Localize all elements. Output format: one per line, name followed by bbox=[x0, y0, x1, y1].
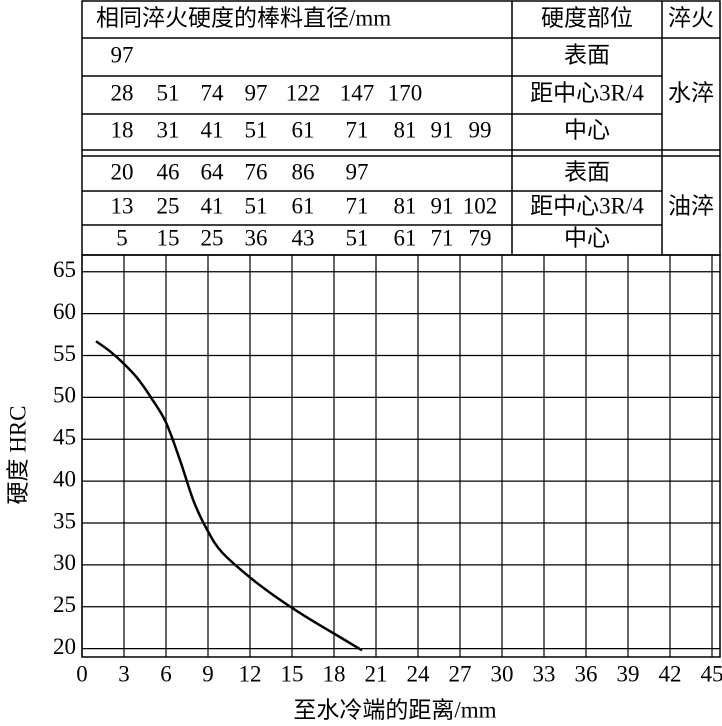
x-tick-label: 0 bbox=[76, 661, 88, 686]
x-tick-label: 27 bbox=[449, 661, 472, 686]
diameter: 36 bbox=[245, 225, 268, 250]
diameter: 170 bbox=[388, 80, 423, 105]
diameter: 25 bbox=[201, 225, 224, 250]
diameter: 43 bbox=[292, 225, 315, 250]
row-position: 距中心3R/4 bbox=[530, 193, 644, 218]
y-tick-label: 45 bbox=[53, 425, 76, 450]
x-tick-label: 33 bbox=[533, 661, 556, 686]
diameter: 51 bbox=[245, 193, 268, 218]
y-tick-label: 25 bbox=[53, 592, 76, 617]
diameter: 61 bbox=[292, 193, 315, 218]
diameter: 102 bbox=[463, 193, 498, 218]
row-position: 表面 bbox=[564, 159, 610, 184]
diameter: 64 bbox=[201, 159, 225, 184]
diameter: 61 bbox=[292, 117, 315, 142]
y-tick-label: 60 bbox=[53, 299, 76, 324]
x-tick-label: 12 bbox=[239, 661, 262, 686]
diameter: 97 bbox=[245, 80, 268, 105]
curve bbox=[95, 340, 363, 652]
row-position: 距中心3R/4 bbox=[530, 80, 644, 105]
diameter: 91 bbox=[431, 117, 454, 142]
quench-label: 水淬 bbox=[668, 80, 714, 105]
x-tick-label: 3 bbox=[118, 661, 130, 686]
diameter: 71 bbox=[346, 193, 369, 218]
row-position: 表面 bbox=[564, 42, 610, 67]
y-axis-label: 硬度 HRC bbox=[5, 405, 30, 504]
diameter: 41 bbox=[201, 193, 224, 218]
diameter: 13 bbox=[111, 193, 134, 218]
row-position: 中心 bbox=[564, 225, 610, 250]
diameter: 71 bbox=[346, 117, 369, 142]
table-header: 硬度部位 bbox=[541, 5, 633, 30]
diameter: 51 bbox=[245, 117, 268, 142]
diameter: 28 bbox=[111, 80, 134, 105]
y-tick-label: 65 bbox=[53, 257, 76, 282]
diameter: 81 bbox=[394, 193, 417, 218]
diameter: 51 bbox=[157, 80, 180, 105]
diameter: 97 bbox=[346, 159, 369, 184]
diameter: 41 bbox=[201, 117, 224, 142]
x-axis-label: 至水冷端的距离/mm bbox=[293, 697, 496, 722]
diameter: 91 bbox=[431, 193, 454, 218]
diameter: 99 bbox=[469, 117, 492, 142]
y-tick-label: 30 bbox=[53, 550, 76, 575]
diameter: 15 bbox=[157, 225, 180, 250]
table-header: 相同淬火硬度的棒料直径/mm bbox=[96, 5, 391, 30]
diameter: 76 bbox=[245, 159, 268, 184]
x-tick-label: 15 bbox=[281, 661, 304, 686]
diameter: 61 bbox=[394, 225, 417, 250]
x-tick-label: 30 bbox=[491, 661, 514, 686]
diameter: 5 bbox=[116, 225, 128, 250]
diameter: 18 bbox=[111, 117, 134, 142]
y-tick-label: 20 bbox=[53, 634, 76, 659]
y-tick-label: 35 bbox=[53, 508, 76, 533]
table-header: 淬火 bbox=[668, 5, 714, 30]
diameter: 86 bbox=[292, 159, 315, 184]
diameter: 25 bbox=[157, 193, 180, 218]
row-position: 中心 bbox=[564, 117, 610, 142]
diameter: 74 bbox=[201, 80, 225, 105]
diameter: 147 bbox=[340, 80, 375, 105]
y-tick-label: 40 bbox=[53, 466, 76, 491]
diameter: 20 bbox=[111, 159, 134, 184]
diameter: 122 bbox=[286, 80, 321, 105]
diameter: 46 bbox=[157, 159, 180, 184]
x-tick-label: 42 bbox=[659, 661, 682, 686]
diameter: 71 bbox=[431, 225, 454, 250]
x-tick-label: 21 bbox=[365, 661, 388, 686]
y-tick-label: 50 bbox=[53, 383, 76, 408]
diameter: 79 bbox=[469, 225, 492, 250]
x-tick-label: 45 bbox=[701, 661, 722, 686]
x-tick-label: 36 bbox=[575, 661, 598, 686]
diameter: 51 bbox=[346, 225, 369, 250]
x-tick-label: 9 bbox=[202, 661, 214, 686]
x-tick-label: 39 bbox=[617, 661, 640, 686]
x-tick-label: 24 bbox=[407, 661, 431, 686]
quench-label: 油淬 bbox=[668, 193, 714, 218]
x-tick-label: 18 bbox=[323, 661, 346, 686]
y-tick-label: 55 bbox=[53, 341, 76, 366]
diameter: 81 bbox=[394, 117, 417, 142]
diameter: 97 bbox=[111, 42, 134, 67]
diameter: 31 bbox=[157, 117, 180, 142]
x-tick-label: 6 bbox=[160, 661, 172, 686]
